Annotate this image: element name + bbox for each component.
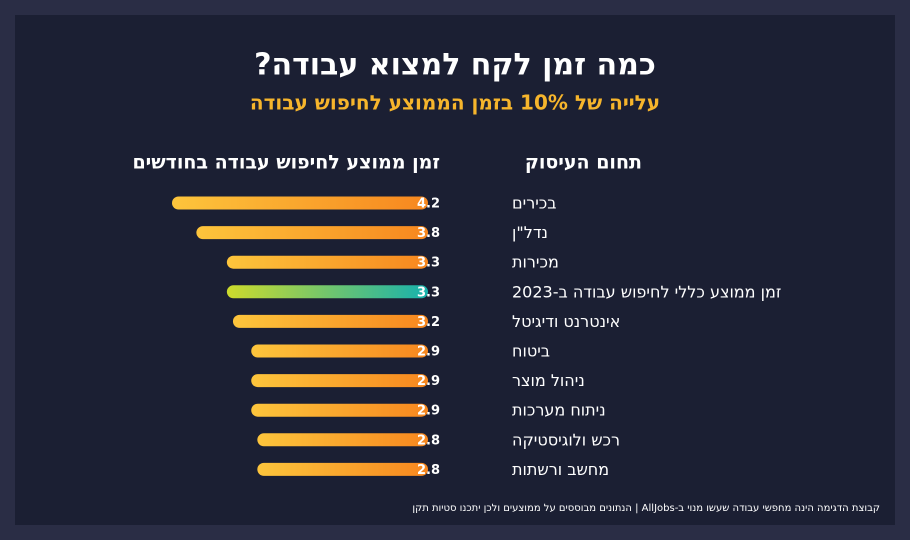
category-label: נדל"ן <box>512 223 548 242</box>
value-label: 3.8 <box>417 226 440 241</box>
chart-subtitle: עלייה של 10% בזמן הממוצע לחיפוש עבודה <box>250 91 660 115</box>
bar <box>226 255 428 269</box>
value-label: 2.9 <box>417 404 440 419</box>
value-label: 3.3 <box>417 256 440 271</box>
category-label: ביטוח <box>512 342 550 361</box>
value-label: 2.8 <box>417 433 440 448</box>
bar <box>172 196 428 210</box>
value-label: 3.3 <box>417 285 440 300</box>
panel <box>15 15 895 525</box>
value-label: 2.9 <box>417 345 440 360</box>
category-label: ניהול מוצר <box>512 371 585 390</box>
value-label: 2.9 <box>417 374 440 389</box>
bar <box>251 344 428 358</box>
value-label: 3.2 <box>417 315 440 330</box>
category-header: תחום העיסוק <box>525 152 642 174</box>
category-label: בכירים <box>512 194 557 213</box>
category-label: מחשב ורשתות <box>512 460 609 479</box>
category-label: מכירות <box>512 253 559 272</box>
value-label: 4.2 <box>417 197 440 212</box>
category-label: ניתוח מערכות <box>512 401 606 420</box>
bar <box>257 462 428 476</box>
bar <box>232 314 428 328</box>
footnote: קבוצת הדגימה הינה מחפשי עבודה שעשו מנוי … <box>412 503 880 514</box>
value-header: זמן ממוצע לחיפוש עבודה בחודשים <box>132 152 440 174</box>
category-label: זמן ממוצע כללי לחיפוש עבודה ב-2023 <box>512 282 781 301</box>
bar <box>257 433 428 447</box>
bar <box>251 374 428 388</box>
value-label: 2.8 <box>417 463 440 478</box>
category-label: רכש ולוגיסטיקה <box>512 430 620 449</box>
category-label: אינטרנט ודיגיטל <box>512 312 620 331</box>
chart-title: כמה זמן לקח למצוא עבודה? <box>254 48 656 83</box>
bar <box>251 403 428 417</box>
bar <box>196 226 428 240</box>
bar <box>226 285 428 299</box>
